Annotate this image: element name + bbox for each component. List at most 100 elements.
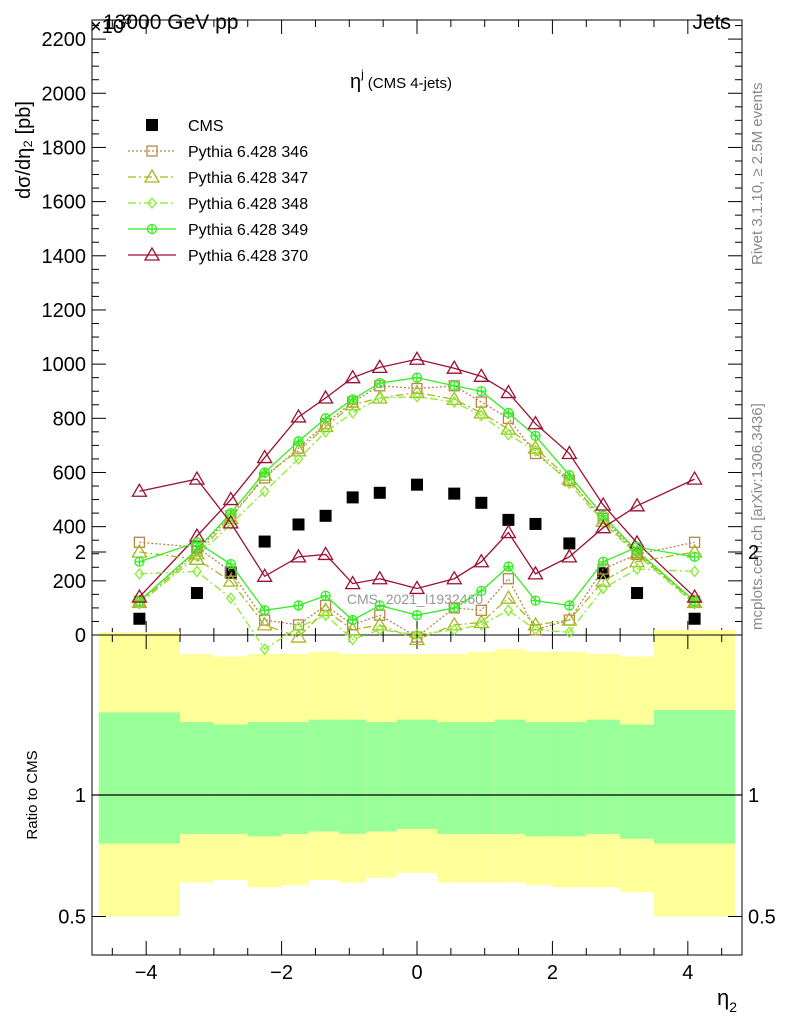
data-point [476,409,487,422]
ratio-data-point [598,556,609,567]
ratio-data-point [293,600,304,611]
plot-title-sup: j [360,67,364,81]
ratio-data-point-shape [561,548,578,563]
ratio-data-point [500,589,517,604]
uncertainty-band-stat [653,709,736,844]
ratio-data-point [347,614,358,626]
ratio-data-point-shape [293,621,304,634]
data-point [564,477,575,490]
ratio-data-point [500,524,517,539]
ratio-data-point-shape [222,572,239,587]
ratio-data-point [131,482,148,497]
data-point [530,444,541,457]
data-point-shape [563,537,576,550]
ratio-series-line [139,478,695,590]
data-point [446,359,463,374]
ratio-data-point-shape [222,514,239,529]
ratio-data-point-shape [256,568,273,582]
ratio-data-point [290,548,307,563]
data-point [371,359,388,374]
data-point [502,513,515,526]
data-point [408,384,426,399]
main-y-tick-label: 200 [53,571,86,593]
ratio-data-point [134,567,145,580]
ratio-data-point-shape [476,618,487,631]
ratio-data-point-shape [259,643,270,656]
series-1 [133,380,701,607]
ratio-data-point [222,572,239,587]
ratio-data-point-shape [371,570,388,585]
data-point-cross [476,386,486,396]
data-point-cross [503,408,513,418]
ratio-series-line [139,568,695,651]
legend-label: CMS [188,118,224,135]
ratio-data-point-shape [374,623,385,636]
ratio-data-point-cross [134,557,144,567]
data-point-shape [319,509,332,522]
ratio-data-point-cross [226,559,236,569]
data-point [225,517,236,530]
ratio-data-point-shape [686,470,703,485]
data-point-cross [598,511,608,521]
main-y-tick-label: 800 [53,408,86,430]
ratio-y-tick-label-right: 1 [748,785,759,807]
mcplots-label: mcplots.cern.ch [arXiv:1306.3436] [749,403,766,630]
data-point-shape [320,425,331,438]
data-point [446,391,463,405]
ratio-data-point-shape [192,565,202,578]
ratio-data-point [503,604,514,617]
ratio-data-point [371,570,388,585]
legend-marker-cross [147,224,157,234]
data-point-shape [595,496,612,511]
ratio-data-point-shape [595,572,612,587]
data-point-shape [448,487,461,500]
series-line [138,385,696,602]
uncertainty-band-stat [339,719,367,834]
data-point-shape [473,404,490,419]
ratio-data-point [256,568,273,582]
data-point-shape [344,369,361,384]
ratio-x-tick-label: 0 [411,962,422,984]
data-point [529,517,542,530]
ratio-data-point-shape [347,633,358,646]
data-point [527,415,544,430]
ratio-data-point-shape [371,616,388,631]
data-point [500,384,517,399]
ratio-data-point [449,623,460,636]
data-point-shape [347,406,358,419]
data-point [320,413,331,424]
ratio-data-point-cross [530,596,540,606]
main-y-tick-label: 1200 [42,300,87,322]
data-point-cross [690,596,700,606]
ratio-data-point-cross [632,542,642,552]
data-point [292,518,305,531]
ratio-data-point-shape [500,589,517,604]
data-point [503,428,514,441]
ratio-data-point [473,553,490,568]
data-point [320,425,331,438]
main-y-tick-label: 2000 [42,83,87,105]
ratio-data-point-shape [688,536,701,548]
ratio-data-point-shape [408,580,426,595]
main-panel: ηj(CMS 4-jets) CMS_2021_I1932460 dσ/dη₂ … [13,19,743,647]
data-point [598,510,609,521]
series-3 [134,390,700,610]
ratio-data-point [408,631,426,646]
data-point [374,391,385,405]
ratio-data-point-shape [290,628,307,643]
data-point [258,535,271,548]
ratio-data-point-cross [321,591,331,601]
data-point [473,368,490,382]
data-point-shape [503,428,514,441]
ratio-data-point [527,565,544,580]
ratio-data-point-shape [632,562,642,576]
series-line [138,391,696,603]
data-point-cross [449,381,459,391]
ratio-data-point [259,643,270,656]
ratio-data-point [476,618,487,631]
ratio-data-point-cross [476,586,486,596]
data-point [448,487,461,500]
process-label: Jets [692,11,731,34]
y-exponent-power: 3 [124,11,132,27]
y-exponent-base: ×10 [90,16,124,38]
